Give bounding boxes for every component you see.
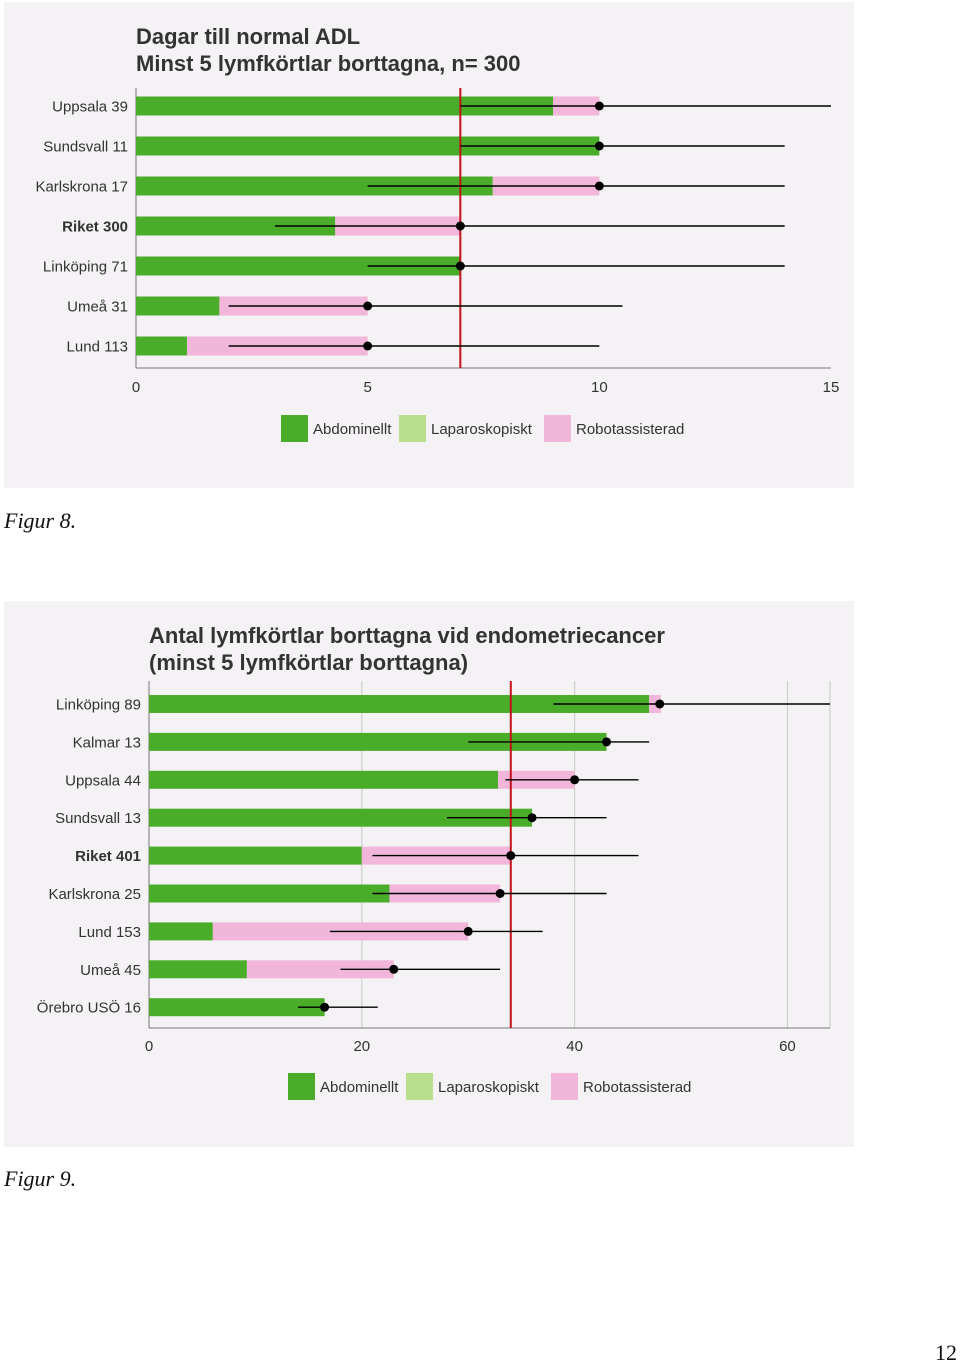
bar-abdominellt-örebro-usö-16 bbox=[149, 998, 325, 1017]
bar-abdominellt-karlskrona-17 bbox=[136, 176, 493, 196]
category-label-riket-300: Riket 300 bbox=[62, 219, 128, 236]
legend-swatch-abdominellt bbox=[288, 1073, 315, 1100]
x-tick-label-60: 60 bbox=[779, 1038, 796, 1055]
figure-caption-9: Figur 9. bbox=[4, 1166, 77, 1191]
point-lund-153 bbox=[463, 926, 473, 936]
category-label-lund-153: Lund 153 bbox=[78, 924, 141, 941]
point-karlskrona-25 bbox=[495, 889, 505, 898]
x-tick-label-5: 5 bbox=[363, 379, 371, 396]
category-label-uppsala-39: Uppsala 39 bbox=[52, 99, 128, 116]
point-linköping-71 bbox=[455, 261, 465, 271]
category-label-sundsvall-11: Sundsvall 11 bbox=[43, 139, 128, 156]
bar-abdominellt-lund-153 bbox=[149, 922, 213, 941]
bar-abdominellt-uppsala-44 bbox=[149, 770, 499, 789]
legend-swatch-robotassisterad bbox=[544, 415, 571, 442]
bar-abdominellt-kalmar-13 bbox=[149, 732, 607, 751]
legend-label-robotassisterad: Robotassisterad bbox=[576, 421, 684, 438]
legend-label-laparoskopiskt: Laparoskopiskt bbox=[438, 1079, 540, 1096]
category-label-uppsala-44: Uppsala 44 bbox=[65, 772, 141, 789]
x-tick-label-20: 20 bbox=[353, 1038, 370, 1055]
chart-title-line-1: Antal lymfkörtlar borttagna vid endometr… bbox=[149, 623, 665, 648]
category-label-karlskrona-25: Karlskrona 25 bbox=[48, 886, 141, 903]
page-number: 12 bbox=[935, 1340, 957, 1365]
category-label-linköping-89: Linköping 89 bbox=[56, 697, 141, 714]
point-karlskrona-17 bbox=[594, 181, 604, 191]
bar-abdominellt-umeå-31 bbox=[136, 296, 220, 316]
category-label-linköping-71: Linköping 71 bbox=[43, 259, 128, 276]
chart-title-line-1: Dagar till normal ADL bbox=[136, 24, 360, 49]
legend-swatch-robotassisterad bbox=[551, 1073, 578, 1100]
legend-label-robotassisterad: Robotassisterad bbox=[583, 1079, 691, 1096]
point-kalmar-13 bbox=[602, 737, 612, 747]
x-tick-label-10: 10 bbox=[591, 379, 608, 396]
bar-abdominellt-umeå-45 bbox=[149, 960, 247, 979]
point-örebro-usö-16 bbox=[320, 1002, 330, 1012]
category-label-umeå-45: Umeå 45 bbox=[80, 962, 141, 979]
category-label-karlskrona-17: Karlskrona 17 bbox=[35, 179, 128, 196]
bar-abdominellt-lund-113 bbox=[136, 336, 187, 356]
bar-abdominellt-uppsala-39 bbox=[136, 96, 553, 116]
bar-abdominellt-linköping-89 bbox=[149, 695, 650, 713]
bar-abdominellt-riket-300 bbox=[136, 216, 336, 236]
point-uppsala-44 bbox=[570, 775, 580, 785]
point-uppsala-39 bbox=[594, 101, 604, 111]
chart-lymph-nodes-removed: Antal lymfkörtlar borttagna vid endometr… bbox=[37, 623, 831, 1100]
category-label-umeå-31: Umeå 31 bbox=[67, 299, 128, 316]
chart-title-line-2: (minst 5 lymfkörtlar borttagna) bbox=[149, 650, 468, 675]
bar-abdominellt-karlskrona-25 bbox=[149, 884, 390, 903]
bar-abdominellt-linköping-71 bbox=[136, 256, 461, 276]
legend-swatch-laparoskopiskt bbox=[406, 1073, 433, 1100]
point-sundsvall-11 bbox=[594, 141, 604, 151]
x-tick-label-0: 0 bbox=[145, 1038, 153, 1055]
bar-abdominellt-sundsvall-11 bbox=[136, 136, 600, 156]
point-umeå-45 bbox=[389, 964, 399, 974]
bar-abdominellt-sundsvall-13 bbox=[149, 808, 533, 827]
point-lund-113 bbox=[363, 341, 373, 351]
bar-robotassisterad-umeå-45 bbox=[246, 960, 394, 979]
figure-caption-8: Figur 8. bbox=[4, 508, 77, 533]
point-riket-401 bbox=[506, 851, 516, 861]
legend-label-abdominellt: Abdominellt bbox=[313, 421, 392, 438]
category-label-kalmar-13: Kalmar 13 bbox=[73, 734, 141, 751]
point-riket-300 bbox=[455, 221, 465, 231]
point-umeå-31 bbox=[363, 301, 373, 311]
category-label-riket-401: Riket 401 bbox=[75, 848, 141, 865]
x-tick-label-40: 40 bbox=[566, 1038, 583, 1055]
chart-panel-adl: Dagar till normal ADL Minst 5 lymfkörtlar… bbox=[4, 2, 854, 488]
legend-swatch-abdominellt bbox=[281, 415, 308, 442]
category-label-sundsvall-13: Sundsvall 13 bbox=[55, 810, 141, 827]
bar-abdominellt-riket-401 bbox=[149, 846, 362, 865]
category-label-lund-113: Lund 113 bbox=[67, 339, 128, 356]
chart-panel-lymph-nodes: Antal lymfkörtlar borttagna vid endometr… bbox=[4, 601, 854, 1147]
chart-title-line-2: Minst 5 lymfkörtlar borttagna, n= 300 bbox=[136, 51, 520, 76]
legend-label-laparoskopiskt: Laparoskopiskt bbox=[431, 421, 533, 438]
legend-label-abdominellt: Abdominellt bbox=[320, 1079, 399, 1096]
point-sundsvall-13 bbox=[527, 813, 537, 823]
legend-swatch-laparoskopiskt bbox=[399, 415, 426, 442]
x-tick-label-15: 15 bbox=[823, 379, 840, 396]
point-linköping-89 bbox=[655, 699, 665, 709]
x-tick-label-0: 0 bbox=[132, 379, 140, 396]
category-label-örebro-usö-16: Örebro USÖ 16 bbox=[37, 999, 141, 1017]
